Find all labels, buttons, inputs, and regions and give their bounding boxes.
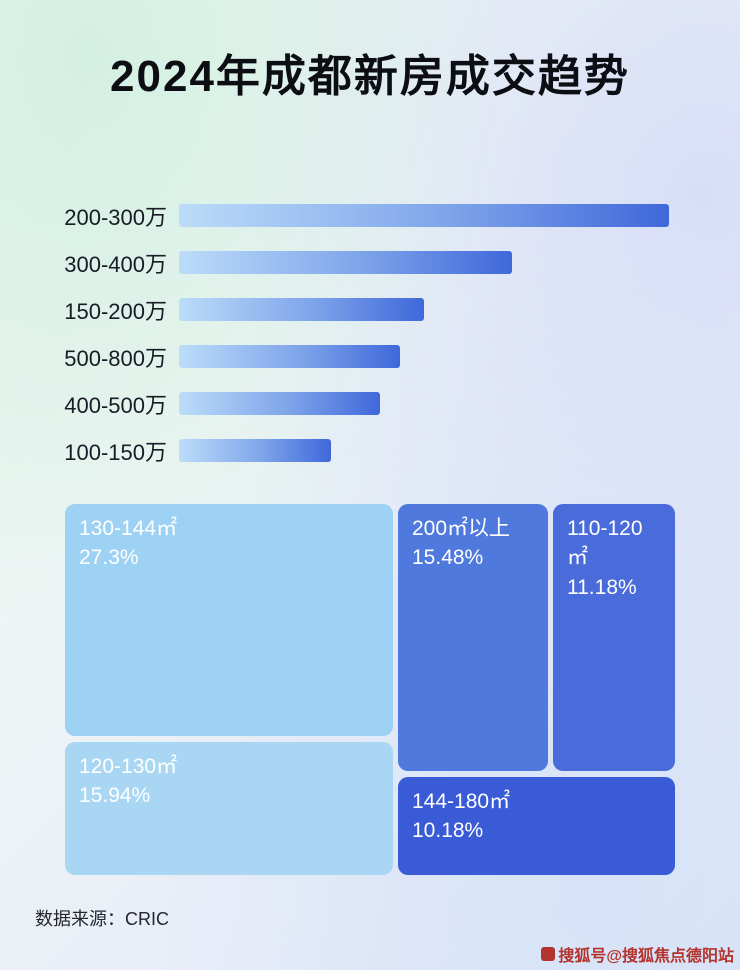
bar-label: 400-500万 — [64, 392, 167, 418]
data-source: 数据来源：CRIC — [35, 909, 169, 929]
treemap-box-144-180: 144-180㎡ 10.18% — [398, 777, 675, 875]
treemap-value: 15.48% — [412, 546, 484, 570]
bar-track — [179, 251, 669, 274]
treemap-label: 110-120㎡ — [567, 517, 643, 570]
bar-track — [179, 345, 669, 368]
treemap-value: 11.18% — [567, 575, 637, 599]
bar-chart: 200-300万 300-400万 150-200万 500-800万 400-… — [0, 192, 740, 474]
treemap-label: 144-180㎡ — [412, 790, 511, 813]
bar-row: 200-300万 — [55, 192, 740, 239]
bar-row: 500-800万 — [55, 333, 740, 380]
treemap-value: 15.94% — [79, 784, 151, 808]
bar-label: 200-300万 — [64, 204, 167, 230]
treemap: 130-144㎡ 27.3% 200㎡以上 15.48% 110-120㎡ 11… — [65, 504, 675, 875]
bar-label: 100-150万 — [64, 439, 167, 465]
bar — [179, 251, 513, 274]
bar-label: 300-400万 — [64, 251, 167, 277]
watermark-text: 搜狐号@搜狐焦点德阳站 — [558, 948, 734, 965]
treemap-box-120-130: 120-130㎡ 15.94% — [65, 742, 393, 875]
bar — [179, 345, 400, 368]
treemap-label: 120-130㎡ — [79, 755, 178, 778]
bar — [179, 439, 331, 462]
bar — [179, 392, 380, 415]
treemap-box-200-plus: 200㎡以上 15.48% — [398, 504, 548, 771]
treemap-value: 10.18% — [412, 819, 484, 843]
bar-track — [179, 298, 669, 321]
treemap-label: 130-144㎡ — [79, 517, 178, 540]
bar — [179, 298, 424, 321]
bar-track — [179, 204, 669, 227]
bar-row: 300-400万 — [55, 239, 740, 286]
treemap-box-110-120: 110-120㎡ 11.18% — [553, 504, 675, 771]
bar-label: 150-200万 — [64, 298, 167, 324]
treemap-box-130-144: 130-144㎡ 27.3% — [65, 504, 393, 736]
page-title: 2024年成都新房成交趋势 — [110, 52, 630, 101]
bar-row: 400-500万 — [55, 380, 740, 427]
bar-row: 100-150万 — [55, 427, 740, 474]
bar — [179, 204, 669, 227]
treemap-value: 27.3% — [79, 546, 139, 570]
bar-track — [179, 392, 669, 415]
bar-label: 500-800万 — [64, 345, 167, 371]
watermark: 搜狐号@搜狐焦点德阳站 — [541, 942, 734, 966]
bar-track — [179, 439, 669, 462]
treemap-label: 200㎡以上 — [412, 517, 511, 540]
bar-row: 150-200万 — [55, 286, 740, 333]
sohu-logo-icon — [541, 947, 556, 961]
